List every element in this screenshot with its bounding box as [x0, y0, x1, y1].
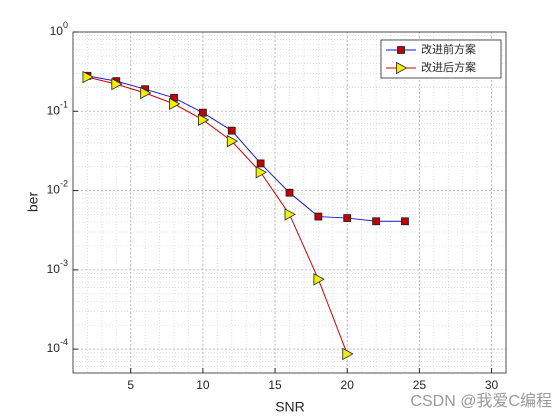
- marker: [256, 159, 265, 168]
- x-tick-label: 20: [341, 378, 355, 392]
- y-tick-label: 100: [50, 20, 68, 38]
- y-tick-label: 10-1: [47, 100, 68, 118]
- marker: [140, 86, 152, 100]
- plot-frame: [72, 31, 507, 374]
- x-tick-label: 30: [485, 378, 499, 392]
- marker: [82, 70, 94, 84]
- marker: [198, 108, 207, 117]
- marker: [313, 273, 325, 286]
- marker: [226, 134, 239, 148]
- marker: [314, 212, 323, 221]
- marker: [169, 97, 181, 111]
- marker: [401, 217, 409, 226]
- x-tick-label: 10: [196, 378, 210, 392]
- y-tick-label: 10-2: [47, 179, 68, 197]
- marker: [285, 188, 294, 197]
- legend-marker: [396, 61, 408, 75]
- x-axis-label: SNR: [275, 399, 305, 415]
- legend-marker: [397, 46, 405, 54]
- y-tick-label: 10-3: [47, 258, 68, 276]
- series-line: [87, 76, 348, 355]
- legend-label: 改进前方案: [421, 42, 476, 56]
- marker: [227, 126, 236, 135]
- marker: [343, 214, 352, 222]
- x-tick-label: 25: [413, 378, 427, 392]
- marker: [111, 77, 123, 91]
- watermark: CSDN @我爱C编程: [410, 392, 552, 410]
- legend-label: 改进后方案: [421, 60, 476, 74]
- marker: [198, 113, 210, 127]
- marker: [342, 347, 354, 361]
- marker: [372, 217, 381, 226]
- marker: [255, 166, 267, 179]
- y-tick-label: 10-4: [47, 338, 68, 356]
- x-tick-label: 15: [268, 378, 282, 392]
- marker: [284, 208, 296, 221]
- y-axis-label: ber: [25, 192, 41, 213]
- x-tick-label: 5: [127, 378, 134, 392]
